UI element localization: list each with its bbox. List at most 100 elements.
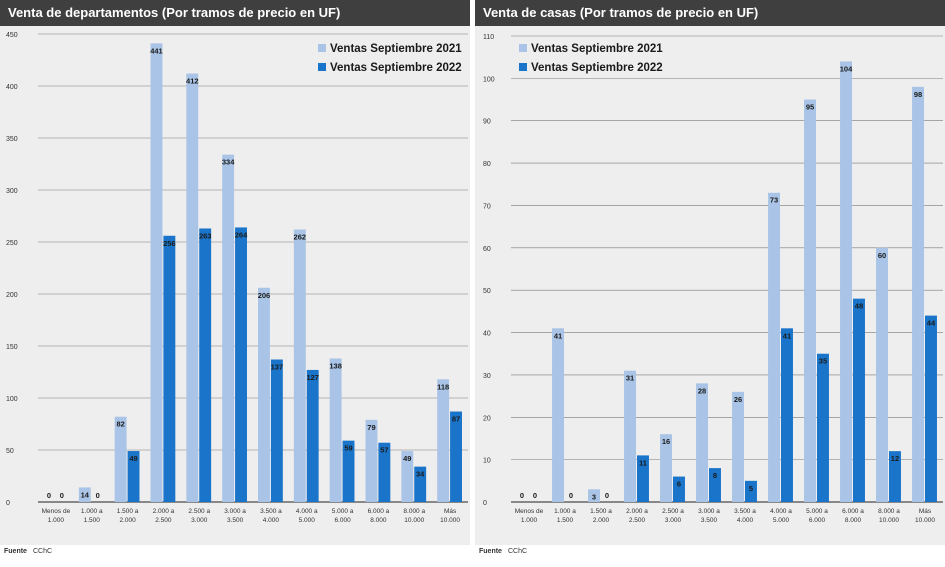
data-label: 104: [840, 64, 853, 73]
data-label: 57: [380, 446, 388, 455]
bar-2021: [588, 489, 600, 502]
x-tick-label: 8.000 a: [403, 508, 425, 515]
bar-2021: [365, 419, 378, 502]
data-label: 5: [749, 484, 753, 493]
legend-swatch: [519, 63, 527, 71]
x-tick-label: 10.000: [440, 517, 460, 524]
data-label: 35: [819, 357, 827, 366]
data-label: 118: [437, 382, 449, 391]
legend-label: Ventas Septiembre 2021: [330, 43, 462, 55]
bar-2022: [306, 369, 319, 502]
data-label: 34: [416, 470, 425, 479]
x-tick-label: Menos de: [515, 508, 544, 515]
data-label: 49: [403, 454, 411, 463]
y-tick-label: 400: [6, 84, 18, 91]
bar-2021: [293, 229, 306, 502]
bar-2022: [781, 328, 793, 502]
data-label: 0: [605, 491, 609, 500]
bar-2022: [450, 411, 462, 502]
bar-2021: [660, 434, 672, 502]
x-tick-label: 3.000: [665, 517, 682, 524]
data-label: 138: [329, 361, 342, 370]
bar-2021: [912, 86, 924, 502]
bar-2022: [709, 468, 721, 502]
x-tick-label: 8.000: [370, 517, 387, 524]
data-label: 0: [47, 491, 51, 500]
data-label: 82: [116, 420, 124, 429]
data-label: 11: [639, 458, 647, 467]
bar-2022: [745, 480, 757, 502]
bar-2022: [853, 298, 865, 502]
bar-2021: [329, 358, 342, 502]
source-value: CChC: [32, 548, 53, 555]
bar-2021: [624, 370, 636, 502]
bar-2021: [222, 154, 235, 502]
bar-2021: [732, 391, 744, 502]
bar-2022: [889, 451, 901, 502]
data-label: 26: [734, 395, 742, 404]
x-tick-label: Más: [444, 508, 457, 515]
x-tick-label: Más: [919, 508, 932, 515]
data-label: 87: [452, 415, 460, 424]
legend-swatch: [519, 44, 527, 52]
y-tick-label: 80: [483, 161, 491, 168]
data-label: 6: [677, 480, 681, 489]
data-label: 0: [533, 491, 537, 500]
y-tick-label: 450: [6, 32, 18, 39]
y-tick-label: 20: [483, 415, 491, 422]
y-tick-label: 70: [483, 203, 491, 210]
legend-label: Ventas Septiembre 2022: [330, 62, 462, 74]
x-tick-label: 1.500: [557, 517, 574, 524]
x-tick-label: 10.000: [404, 517, 424, 524]
bar-2021: [552, 328, 564, 502]
plot-area: 0 10 20 30 40 50 60 70 80 90 100 110 0 0 Menos de 1.000…: [475, 26, 945, 545]
data-label: 14: [81, 490, 90, 499]
legend-swatch: [318, 63, 326, 71]
x-tick-label: 6.000: [809, 517, 826, 524]
data-label: 137: [271, 363, 284, 372]
data-label: 73: [770, 196, 778, 205]
y-tick-label: 50: [6, 448, 14, 455]
data-label: 16: [662, 437, 670, 446]
x-tick-label: 6.000 a: [842, 508, 864, 515]
data-label: 412: [186, 77, 199, 86]
bar-2022: [342, 440, 355, 502]
source-label: Fuente: [479, 548, 502, 555]
bar-2021: [696, 383, 708, 502]
data-label: 256: [163, 239, 176, 248]
data-label: 206: [258, 291, 271, 300]
bar-2022: [673, 476, 685, 502]
data-label: 98: [914, 90, 922, 99]
y-tick-label: 150: [6, 344, 18, 351]
bar-2021: [186, 73, 199, 502]
x-tick-label: 5.000 a: [332, 508, 354, 515]
panel-divider: [470, 0, 475, 545]
x-tick-label: 3.000: [191, 517, 208, 524]
data-label: 31: [626, 374, 634, 383]
data-label: 334: [222, 158, 235, 167]
legend-label: Ventas Septiembre 2022: [531, 62, 663, 74]
bar-2021: [258, 287, 270, 502]
source-note: Fuente CChC: [479, 548, 527, 555]
x-tick-label: 1.000: [521, 517, 538, 524]
x-tick-label: 4.000 a: [296, 508, 318, 515]
x-tick-label: 5.000 a: [806, 508, 828, 515]
x-tick-label: 2.000: [593, 517, 610, 524]
data-label: 79: [367, 423, 375, 432]
bar-2022: [925, 315, 937, 502]
y-tick-label: 200: [6, 292, 18, 299]
source-note: Fuente CChC: [4, 548, 52, 555]
x-tick-label: 4.000 a: [770, 508, 792, 515]
bar-2021: [768, 192, 780, 502]
legend-swatch: [318, 44, 326, 52]
x-tick-label: 1.000 a: [81, 508, 103, 515]
plot-area: 0 50 100 150 200 250 300 350 400 450 0 0 Menos de 1.0…: [0, 26, 470, 545]
bar-2021: [840, 61, 852, 502]
x-tick-label: 3.000 a: [224, 508, 246, 515]
bar-2021: [876, 247, 888, 502]
x-tick-label: 5.000: [299, 517, 316, 524]
x-tick-label: 6.000 a: [368, 508, 390, 515]
x-tick-label: 3.500 a: [734, 508, 756, 515]
data-label: 0: [60, 491, 64, 500]
